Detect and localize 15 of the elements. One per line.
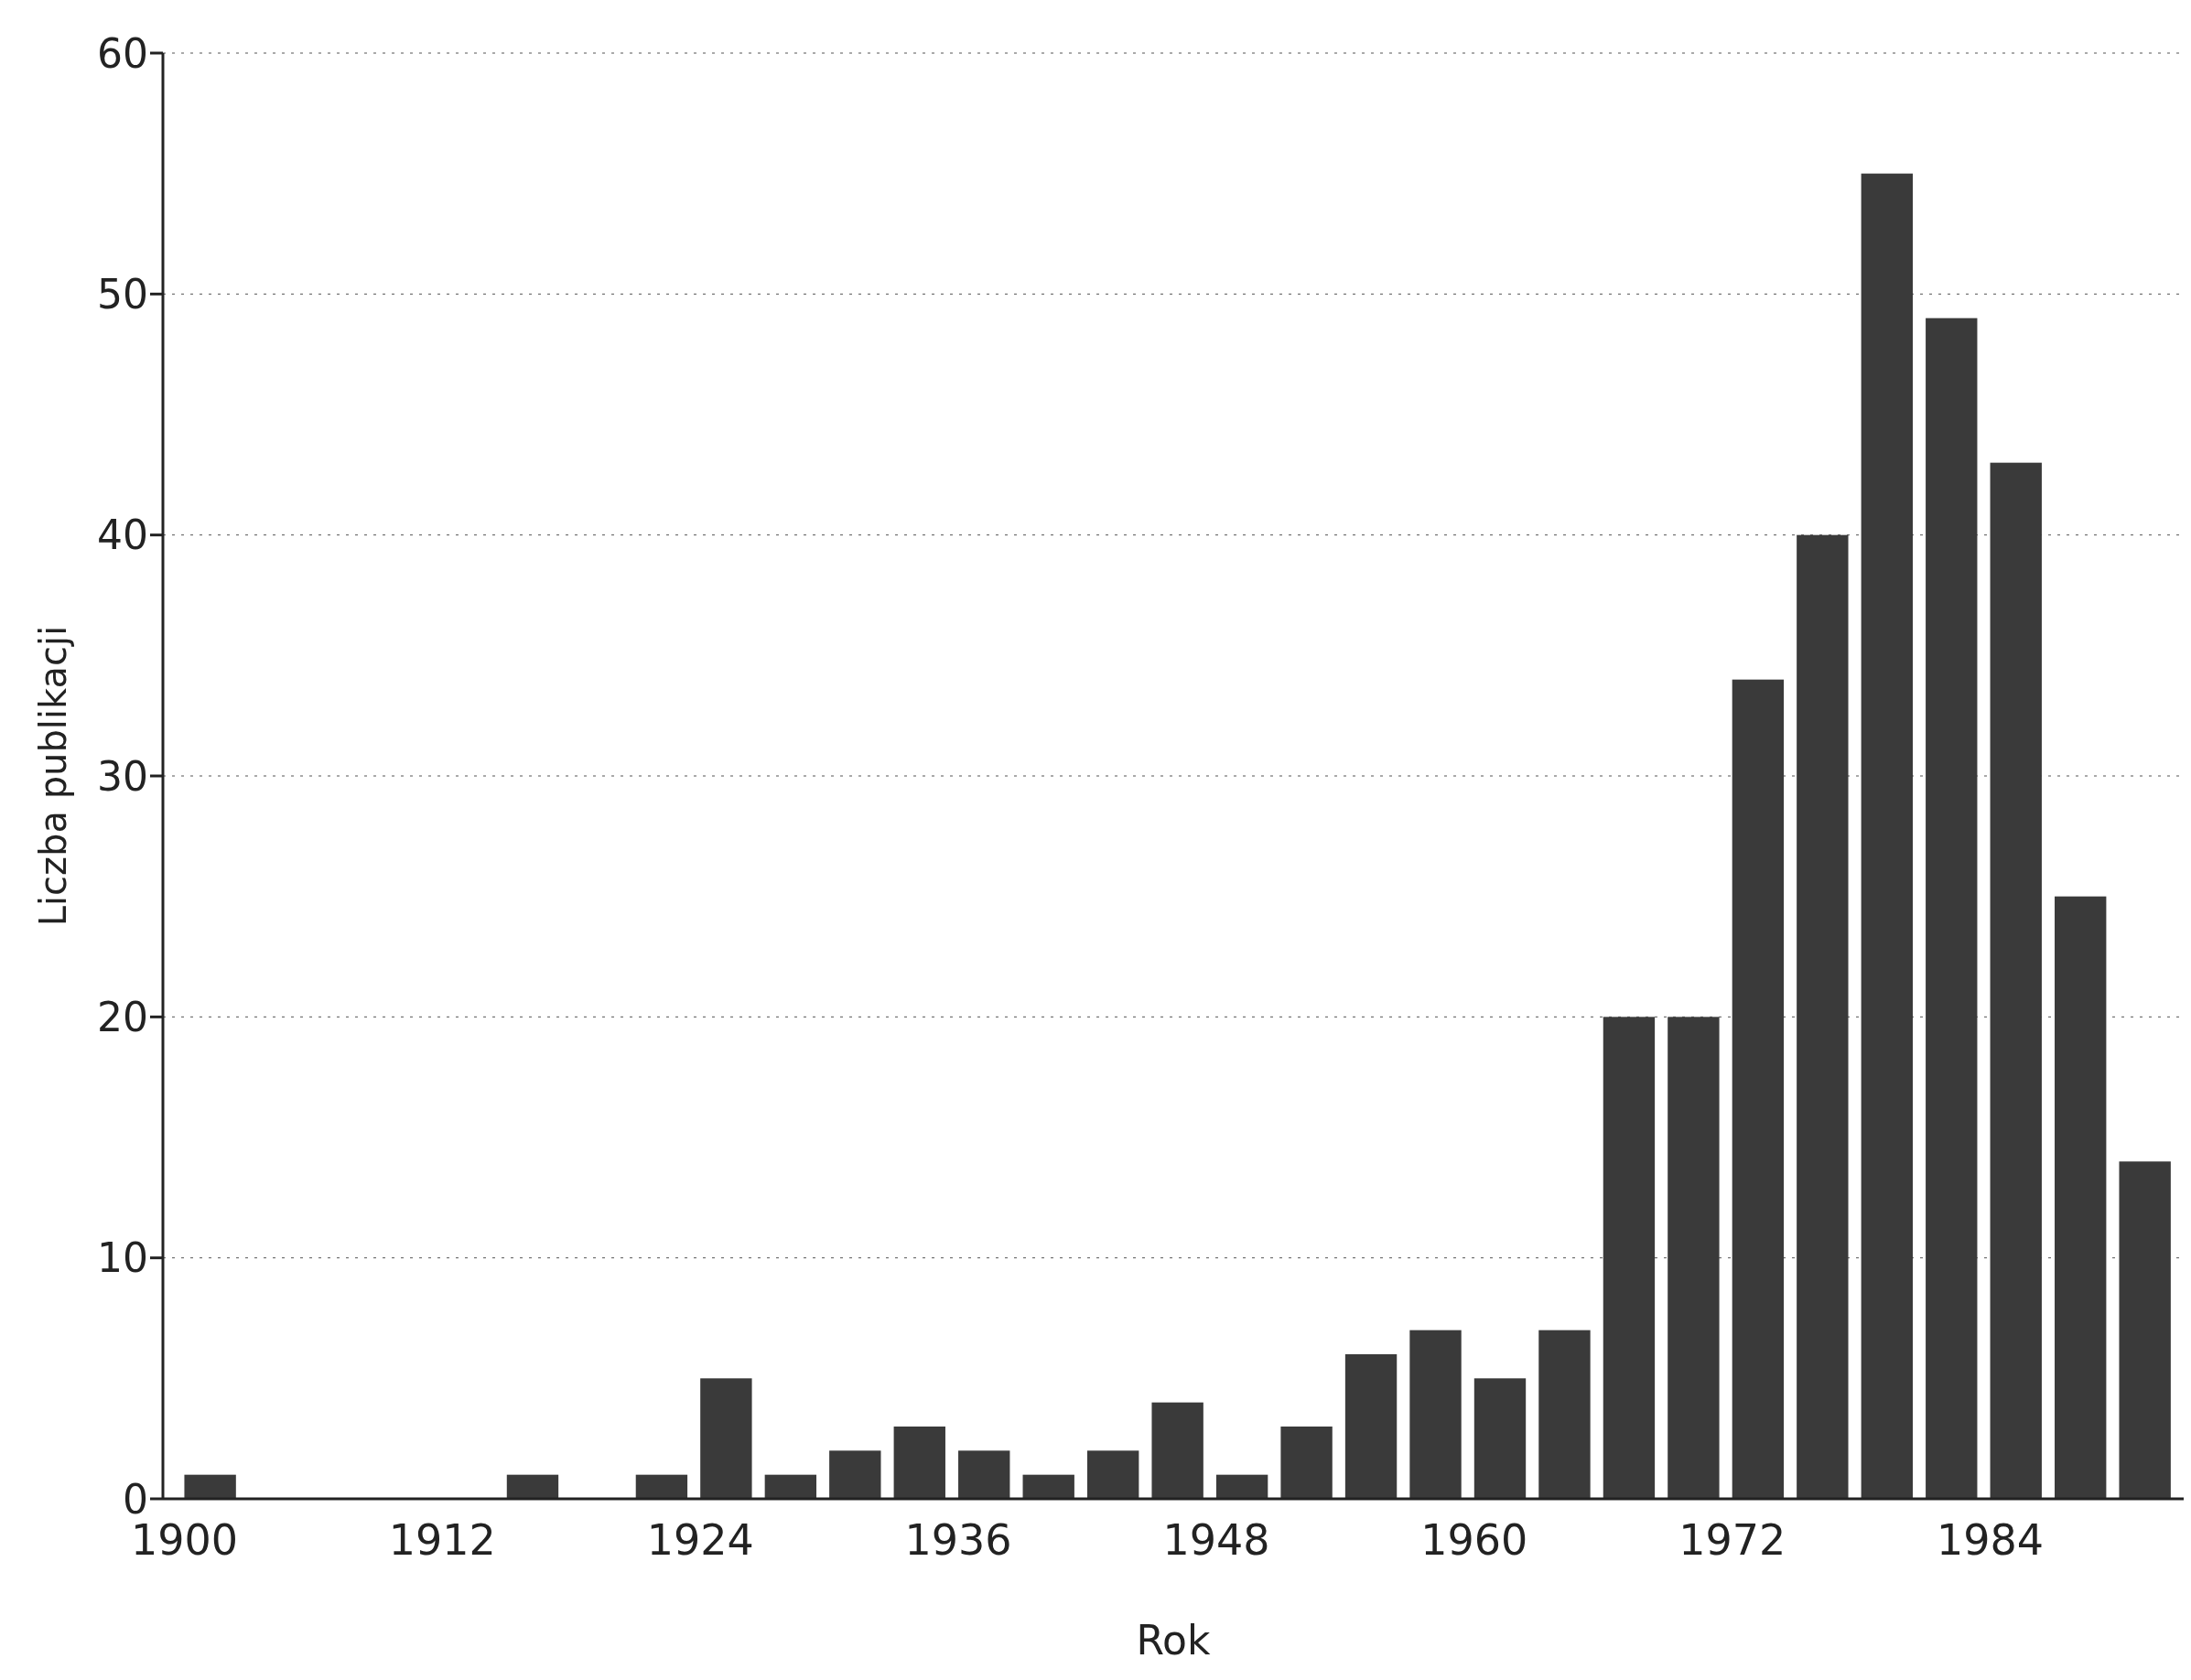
x-axis-title: Rok [1136, 1617, 1212, 1664]
y-tick-label: 50 [97, 270, 148, 318]
x-tick-label: 1960 [1420, 1514, 1528, 1565]
x-tick-label: 1984 [1937, 1514, 2045, 1565]
x-tick-label: 1936 [904, 1514, 1012, 1565]
y-tick-label: 20 [97, 993, 148, 1040]
y-axis-title: Liczba publikacji [32, 625, 75, 927]
x-tick-label: 1948 [1162, 1514, 1270, 1565]
y-tick-label: 60 [97, 29, 148, 77]
x-tick-label: 1924 [646, 1514, 754, 1565]
x-tick-label: 1912 [388, 1514, 496, 1565]
x-tick-label: 1972 [1678, 1514, 1786, 1565]
y-tick-label: 30 [97, 752, 148, 800]
y-tick-label: 40 [97, 512, 148, 559]
y-tick-label: 10 [97, 1234, 148, 1282]
